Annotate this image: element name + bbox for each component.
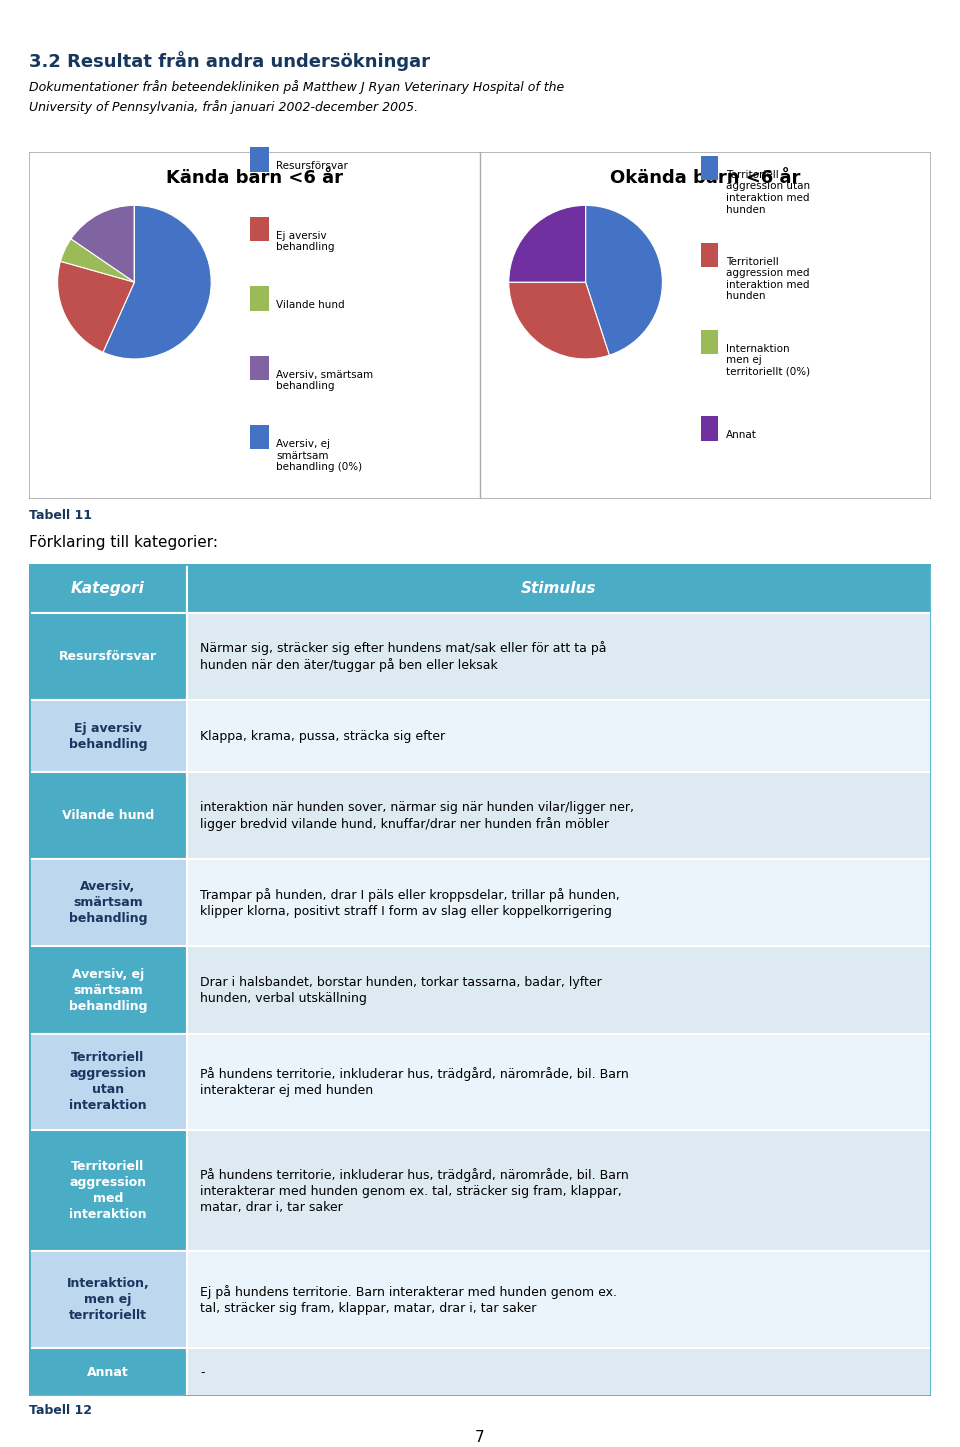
- Wedge shape: [60, 239, 134, 282]
- Bar: [701, 243, 718, 268]
- Bar: [29, 700, 186, 773]
- Text: Resursförsvar: Resursförsvar: [276, 161, 348, 171]
- Text: Drar i halsbandet, borstar hunden, torkar tassarna, badar, lyfter
hunden, verbal: Drar i halsbandet, borstar hunden, torka…: [201, 975, 602, 1004]
- Text: Territoriell
aggression
utan
interaktion: Territoriell aggression utan interaktion: [69, 1052, 147, 1113]
- Bar: [29, 1349, 186, 1396]
- Text: Stimulus: Stimulus: [521, 582, 597, 596]
- Bar: [186, 1252, 931, 1349]
- Bar: [701, 330, 718, 355]
- Wedge shape: [71, 205, 134, 282]
- Text: Ej aversiv
behandling: Ej aversiv behandling: [276, 230, 335, 252]
- Text: Förklaring till kategorier:: Förklaring till kategorier:: [29, 535, 218, 550]
- Text: På hundens territorie, inkluderar hus, trädgård, närområde, bil. Barn
interakter: På hundens territorie, inkluderar hus, t…: [201, 1066, 629, 1097]
- Bar: [250, 148, 269, 172]
- Bar: [186, 564, 931, 612]
- Bar: [701, 417, 718, 441]
- Bar: [29, 1130, 186, 1252]
- Text: Tabell 12: Tabell 12: [29, 1404, 92, 1417]
- Text: På hundens territorie, inkluderar hus, trädgård, närområde, bil. Barn
interakter: På hundens territorie, inkluderar hus, t…: [201, 1168, 629, 1214]
- Bar: [250, 356, 269, 381]
- Text: Vilande hund: Vilande hund: [61, 809, 154, 822]
- Text: Resursförsvar: Resursförsvar: [59, 650, 156, 663]
- Text: Internaktion
men ej
territoriellt (0%): Internaktion men ej territoriellt (0%): [726, 343, 810, 376]
- Text: Aversiv, ej
smärtsam
behandling: Aversiv, ej smärtsam behandling: [68, 968, 147, 1013]
- Text: Territoriell
aggression
med
interaktion: Territoriell aggression med interaktion: [69, 1160, 147, 1221]
- Text: Aversiv,
smärtsam
behandling: Aversiv, smärtsam behandling: [68, 880, 147, 926]
- Text: Aversiv, ej
smärtsam
behandling (0%): Aversiv, ej smärtsam behandling (0%): [276, 438, 363, 472]
- Bar: [29, 612, 186, 700]
- Text: Vilande hund: Vilande hund: [276, 300, 345, 310]
- Bar: [186, 1033, 931, 1130]
- Bar: [186, 1130, 931, 1252]
- Wedge shape: [509, 282, 610, 359]
- Text: Närmar sig, sträcker sig efter hundens mat/sak eller för att ta på
hunden när de: Närmar sig, sträcker sig efter hundens m…: [201, 641, 607, 671]
- Bar: [29, 1033, 186, 1130]
- Bar: [29, 946, 186, 1033]
- Bar: [29, 564, 186, 612]
- Bar: [701, 156, 718, 181]
- Text: Territoriell
aggression utan
interaktion med
hunden: Territoriell aggression utan interaktion…: [726, 169, 810, 214]
- Bar: [250, 425, 269, 450]
- Text: Tabell 11: Tabell 11: [29, 509, 92, 522]
- Bar: [186, 700, 931, 773]
- Text: Kategori: Kategori: [71, 582, 145, 596]
- Text: Ej på hundens territorie. Barn interakterar med hunden genom ex.
tal, sträcker s: Ej på hundens territorie. Barn interakte…: [201, 1285, 617, 1314]
- Bar: [186, 1349, 931, 1396]
- Text: 3.2 Resultat från andra undersökningar: 3.2 Resultat från andra undersökningar: [29, 51, 430, 71]
- Bar: [29, 1252, 186, 1349]
- Text: -: -: [201, 1366, 204, 1379]
- Text: Territoriell
aggression med
interaktion med
hunden: Territoriell aggression med interaktion …: [726, 256, 809, 301]
- Text: Annat: Annat: [87, 1366, 129, 1379]
- Wedge shape: [586, 205, 662, 355]
- Text: 7: 7: [475, 1430, 485, 1444]
- Text: interaktion när hunden sover, närmar sig när hunden vilar/ligger ner,
ligger bre: interaktion när hunden sover, närmar sig…: [201, 800, 635, 831]
- Text: Interaktion,
men ej
territoriellt: Interaktion, men ej territoriellt: [66, 1278, 149, 1323]
- Text: Okända barn <6 år: Okända barn <6 år: [611, 169, 801, 187]
- Wedge shape: [509, 205, 586, 282]
- Bar: [250, 287, 269, 311]
- Text: Trampar på hunden, drar I päls eller kroppsdelar, trillar på hunden,
klipper klo: Trampar på hunden, drar I päls eller kro…: [201, 888, 620, 917]
- Bar: [186, 946, 931, 1033]
- Wedge shape: [58, 262, 134, 352]
- Wedge shape: [103, 205, 211, 359]
- Text: Ej aversiv
behandling: Ej aversiv behandling: [68, 722, 147, 751]
- Bar: [186, 612, 931, 700]
- Text: Klappa, krama, pussa, sträcka sig efter: Klappa, krama, pussa, sträcka sig efter: [201, 729, 445, 742]
- Bar: [186, 860, 931, 946]
- Text: Annat: Annat: [726, 430, 757, 440]
- Text: Aversiv, smärtsam
behandling: Aversiv, smärtsam behandling: [276, 369, 373, 391]
- Bar: [29, 860, 186, 946]
- Text: Dokumentationer från beteendekliniken på Matthew J Ryan Veterinary Hospital of t: Dokumentationer från beteendekliniken på…: [29, 80, 564, 114]
- Bar: [250, 217, 269, 242]
- Bar: [29, 773, 186, 860]
- Bar: [186, 773, 931, 860]
- Text: Kända barn <6 år: Kända barn <6 år: [166, 169, 343, 187]
